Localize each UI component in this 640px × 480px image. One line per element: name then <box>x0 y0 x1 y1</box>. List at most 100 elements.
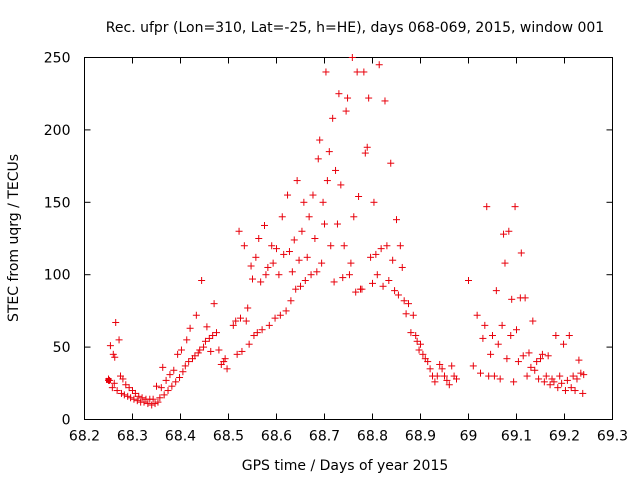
data-point <box>207 347 215 355</box>
data-point <box>120 391 128 399</box>
data-point <box>567 384 575 392</box>
data-point <box>556 372 564 380</box>
data-point <box>144 400 152 408</box>
data-point <box>337 181 345 189</box>
data-point <box>507 332 515 340</box>
data-point <box>573 375 581 383</box>
data-point <box>370 198 378 206</box>
data-point <box>348 54 356 61</box>
data-point <box>345 271 353 279</box>
data-point <box>325 148 333 156</box>
x-tick-label: 68.9 <box>405 429 436 445</box>
data-point <box>533 358 541 366</box>
data-point <box>198 276 206 284</box>
x-tick-label: 68.3 <box>117 429 148 445</box>
data-point <box>314 155 322 163</box>
data-point <box>209 332 217 340</box>
data-point <box>394 291 402 299</box>
data-point <box>162 376 170 384</box>
data-point <box>138 394 146 402</box>
y-tick-label: 150 <box>44 195 71 211</box>
y-axis-label: STEC from uqrg / TECUs <box>6 154 22 322</box>
data-point <box>232 317 240 325</box>
data-point <box>154 398 162 406</box>
data-point <box>265 321 273 329</box>
data-point <box>223 365 231 373</box>
data-point <box>431 378 439 386</box>
data-point <box>252 253 260 261</box>
data-point <box>166 371 174 379</box>
data-point <box>240 242 248 250</box>
y-axis: 0 50 100 150 200 250 <box>44 51 613 429</box>
plot-area <box>84 57 613 420</box>
y-tick-label: 50 <box>53 340 71 356</box>
data-point <box>280 250 288 258</box>
data-point <box>106 342 114 350</box>
data-point <box>129 387 136 395</box>
data-point <box>523 372 531 380</box>
data-point <box>465 276 472 284</box>
data-point <box>569 372 577 380</box>
data-point <box>284 191 292 199</box>
data-point <box>311 235 319 242</box>
x-axis-label: GPS time / Days of year 2015 <box>242 458 449 474</box>
data-point <box>535 375 543 383</box>
data-point <box>519 352 527 360</box>
data-point <box>168 382 176 390</box>
data-point <box>517 249 525 257</box>
data-point <box>396 242 404 250</box>
data-point <box>268 242 276 250</box>
data-point <box>149 395 157 403</box>
data-point <box>164 387 172 395</box>
data-point <box>473 311 481 319</box>
data-point <box>262 271 270 279</box>
data-point <box>213 329 220 337</box>
data-point <box>379 282 387 290</box>
data-point <box>372 250 380 258</box>
data-point <box>229 321 237 329</box>
data-point <box>500 230 508 238</box>
data-point <box>402 310 410 318</box>
data-point <box>292 285 300 293</box>
data-point <box>285 248 293 256</box>
data-point <box>363 143 371 151</box>
data-point <box>276 311 284 319</box>
data-point <box>350 213 358 221</box>
data-point <box>531 366 539 374</box>
data-point <box>424 358 432 366</box>
data-point <box>220 358 228 366</box>
data-point <box>508 295 516 303</box>
data-point <box>580 371 588 379</box>
data-point <box>544 352 552 360</box>
x-tick-label: 68.7 <box>309 429 340 445</box>
data-point <box>342 107 350 115</box>
data-point <box>387 159 395 167</box>
data-point <box>498 321 506 329</box>
data-point <box>135 392 143 400</box>
data-point <box>115 336 123 344</box>
data-point <box>148 401 156 409</box>
data-point <box>278 213 286 221</box>
x-tick-label: 68.2 <box>69 429 100 445</box>
data-point <box>332 166 340 174</box>
data-point <box>109 350 117 358</box>
data-point <box>194 349 202 357</box>
data-point <box>477 369 484 377</box>
data-point <box>253 329 261 337</box>
data-point <box>529 317 537 325</box>
data-point <box>245 340 253 348</box>
data-point <box>417 340 424 348</box>
data-point <box>445 381 453 389</box>
data-point <box>558 379 566 387</box>
data-point <box>335 90 343 98</box>
data-point <box>494 340 502 348</box>
data-point <box>441 372 448 380</box>
data-point <box>525 349 533 357</box>
data-point <box>398 263 406 271</box>
data-point <box>560 340 568 348</box>
x-tick-label: 68.6 <box>261 429 292 445</box>
data-point <box>191 352 199 360</box>
data-point <box>393 216 400 224</box>
data-point <box>360 68 368 76</box>
data-point <box>405 300 412 308</box>
